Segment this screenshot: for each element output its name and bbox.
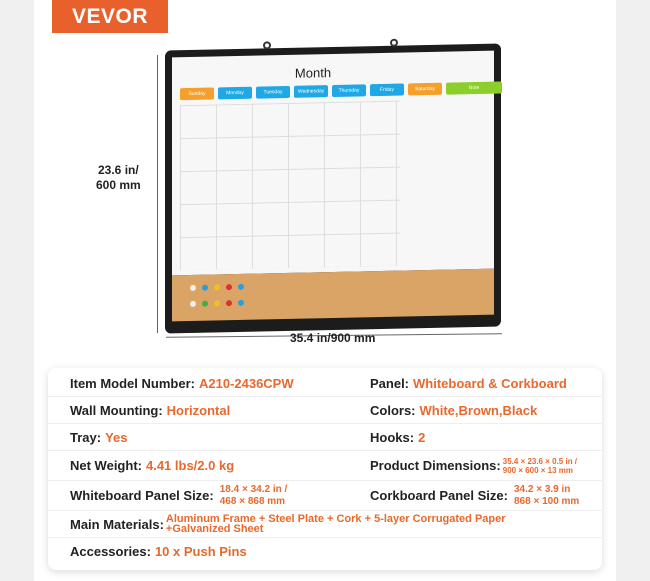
note-label: Note bbox=[446, 81, 502, 95]
spec-value-line: 900 × 600 × 13 mm bbox=[502, 465, 574, 475]
pin-icon bbox=[226, 284, 232, 291]
calendar-title: Month bbox=[294, 65, 332, 81]
spec-value: 2 bbox=[418, 429, 426, 445]
day-label: Friday bbox=[370, 83, 404, 97]
width-dimension-label: 35.4 in/900 mm bbox=[290, 331, 376, 345]
spec-label: Tray: bbox=[70, 429, 102, 445]
spec-label: Accessories: bbox=[70, 544, 151, 559]
spec-row: Whiteboard Panel Size: 18.4 × 34.2 in /46… bbox=[48, 481, 602, 511]
spec-value: Whiteboard & Corkboard bbox=[413, 375, 567, 391]
pin-icon bbox=[238, 283, 244, 290]
pin-icon bbox=[190, 300, 196, 307]
pin-icon bbox=[202, 300, 208, 307]
day-label: Monday bbox=[218, 86, 252, 100]
spec-label: Hooks: bbox=[370, 429, 415, 445]
spec-label: Product Dimensions: bbox=[370, 458, 501, 473]
spec-row: Wall Mounting: Horizontal Colors: White,Br… bbox=[48, 397, 602, 424]
day-label: Saturday bbox=[408, 82, 442, 96]
spec-row: Accessories: 10 x Push Pins bbox=[48, 538, 602, 565]
spec-label: Whiteboard Panel Size: bbox=[70, 488, 214, 503]
spec-value-line: 468 × 868 mm bbox=[219, 495, 286, 507]
push-pins bbox=[190, 283, 250, 307]
spec-value: White,Brown,Black bbox=[419, 402, 538, 418]
spec-row: Item Model Number: A210-2436CPW Panel: Whi… bbox=[48, 370, 602, 397]
day-label: Thursday bbox=[332, 84, 366, 98]
spec-row: Net Weight: 4.41 lbs/2.0 kg Product Dimen… bbox=[48, 451, 602, 481]
spec-row: Tray: Yes Hooks: 2 bbox=[48, 424, 602, 451]
spec-value: Yes bbox=[105, 429, 128, 445]
spec-label: Item Model Number: bbox=[70, 375, 195, 391]
spec-value-line: 35.4 × 23.6 × 0.5 in / bbox=[502, 456, 578, 466]
spec-label: Colors: bbox=[370, 402, 416, 418]
vevor-logo: VEVOR bbox=[52, 0, 168, 33]
spec-value: 10 x Push Pins bbox=[154, 544, 247, 559]
spec-row: Main Materials: Aluminum Frame + Steel Pl… bbox=[48, 511, 602, 538]
hook-icon bbox=[263, 41, 271, 50]
spec-value-line: 18.4 × 34.2 in / bbox=[219, 483, 288, 495]
pin-icon bbox=[238, 299, 244, 306]
background-strip bbox=[0, 0, 34, 581]
spec-value: 4.41 lbs/2.0 kg bbox=[145, 458, 235, 473]
spec-value-line: 868 × 100 mm bbox=[513, 495, 580, 507]
whiteboard-panel: Month Sunday Monday Tuesday Wednesday Th… bbox=[172, 50, 502, 276]
spec-label: Panel: bbox=[370, 375, 410, 391]
spec-value: A210-2436CPW bbox=[198, 375, 294, 391]
pin-icon bbox=[190, 284, 196, 291]
spec-table: Item Model Number: A210-2436CPW Panel: Whi… bbox=[48, 368, 602, 570]
day-label: Wednesday bbox=[294, 85, 328, 98]
spec-value-line: +Galvanized Sheet bbox=[165, 523, 264, 535]
background-strip bbox=[616, 0, 650, 581]
day-label: Sunday bbox=[180, 87, 214, 101]
whiteboard-product: Month Sunday Monday Tuesday Wednesday Th… bbox=[165, 38, 502, 334]
pin-icon bbox=[226, 300, 232, 307]
spec-label: Wall Mounting: bbox=[70, 402, 163, 418]
hook-icon bbox=[390, 38, 398, 47]
calendar-grid bbox=[180, 100, 400, 271]
spec-label: Main Materials: bbox=[70, 516, 164, 532]
spec-value: 18.4 × 34.2 in /468 × 868 mm bbox=[220, 484, 288, 508]
spec-value: Aluminum Frame + Steel Plate + Cork + 5-… bbox=[165, 513, 506, 535]
pin-icon bbox=[214, 300, 220, 307]
pin-icon bbox=[202, 284, 208, 291]
spec-value-line: Aluminum Frame + Steel Plate + Cork + 5-… bbox=[165, 513, 506, 525]
spec-value: Horizontal bbox=[166, 402, 231, 418]
spec-label: Net Weight: bbox=[70, 458, 142, 473]
day-label: Tuesday bbox=[256, 85, 290, 99]
height-dimension-label: 23.6 in/600 mm bbox=[96, 163, 141, 192]
spec-value-line: 34.2 × 3.9 in bbox=[513, 483, 571, 495]
height-dimension-line bbox=[157, 55, 158, 333]
corkboard-panel bbox=[172, 268, 494, 322]
spec-value: 34.2 × 3.9 in 868 × 100 mm bbox=[514, 484, 579, 508]
spec-value: 35.4 × 23.6 × 0.5 in /900 × 600 × 13 mm bbox=[503, 457, 577, 475]
spec-label: Corkboard Panel Size: bbox=[370, 488, 508, 503]
pin-icon bbox=[214, 284, 220, 291]
